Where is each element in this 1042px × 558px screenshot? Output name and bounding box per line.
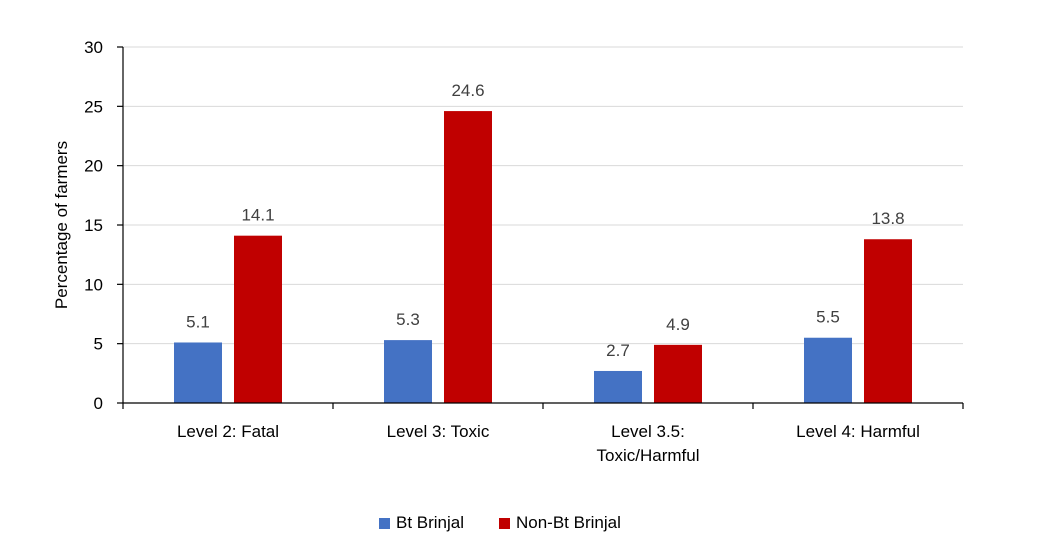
data-label: 4.9 [666,315,690,334]
bar-bt-brinjal-2 [384,340,432,403]
x-tick-label-line: Level 3: Toxic [387,422,490,441]
legend-swatch [499,518,510,529]
data-label: 14.1 [241,206,274,225]
data-label: 5.3 [396,310,420,329]
y-tick-label: 20 [84,157,103,176]
y-tick-label: 10 [84,275,103,294]
y-axis-title: Percentage of farmers [52,141,71,309]
bar-bt-brinjal-3 [594,370,642,403]
x-tick-label: Level 3.5: Toxic/Harmful [597,422,700,465]
data-label: 5.5 [816,308,840,327]
x-tick-label: Level 2: Fatal [177,422,279,441]
bar-non-bt-brinjal-1 [234,235,282,403]
bar-bt-brinjal-1 [174,342,222,403]
bar-non-bt-brinjal-2 [444,111,492,403]
x-tick-label: Level 4: Harmful [796,422,920,441]
data-label: 5.1 [186,312,210,331]
legend-label: Non-Bt Brinjal [516,513,621,532]
data-labels: 5.1 5.3 2.7 5.5 14.1 24.6 4.9 13.8 [186,81,904,360]
x-tick-label-line: Level 3.5: [611,422,685,441]
y-tick-label: 25 [84,97,103,116]
legend-swatch [379,518,390,529]
y-axis: 0 5 10 15 20 25 30 [84,38,124,413]
bar-non-bt-brinjal-3 [654,344,702,403]
bar-bt-brinjal-4 [804,337,852,403]
bars [174,111,912,403]
y-tick-label: 30 [84,38,103,57]
x-axis: Level 2: Fatal Level 3: Toxic Level 3.5: To… [122,402,964,465]
legend-label: Bt Brinjal [396,513,464,532]
x-tick-label-line: Level 4: Harmful [796,422,920,441]
x-tick-label-line: Toxic/Harmful [597,446,700,465]
data-label: 24.6 [451,81,484,100]
y-tick-label: 5 [94,335,103,354]
data-label: 2.7 [606,341,630,360]
y-tick-label: 0 [94,394,103,413]
bar-non-bt-brinjal-4 [864,239,912,403]
y-tick-label: 15 [84,216,103,235]
data-label: 13.8 [871,209,904,228]
x-tick-label-line: Level 2: Fatal [177,422,279,441]
legend: Bt Brinjal Non-Bt Brinjal [379,513,621,532]
x-tick-label: Level 3: Toxic [387,422,490,441]
